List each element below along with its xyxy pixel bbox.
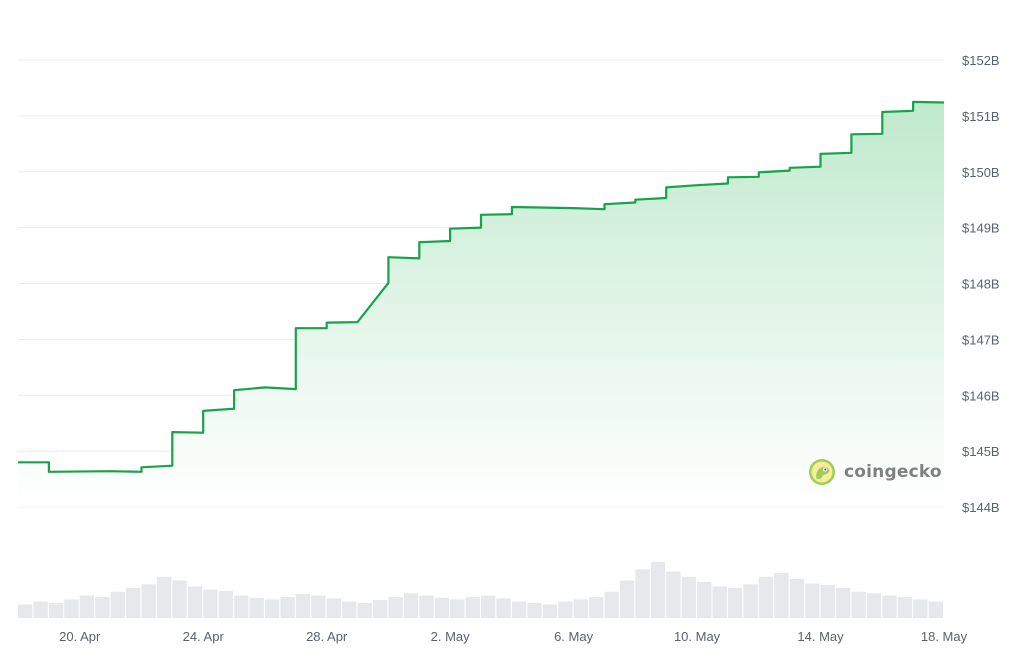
y-tick-label: $144B <box>962 500 1000 515</box>
y-tick-label: $152B <box>962 53 1000 68</box>
volume-bar <box>48 603 64 618</box>
x-tick-label: 10. May <box>674 629 721 644</box>
volume-bar <box>264 599 280 619</box>
volume-bar <box>820 585 835 618</box>
volume-bar <box>465 597 480 618</box>
volume-bar <box>789 579 805 618</box>
volume-bar <box>450 599 465 619</box>
volume-bar <box>18 604 33 618</box>
x-tick-label: 2. May <box>431 629 471 644</box>
volume-bar <box>110 591 125 619</box>
volume-bar <box>511 601 527 618</box>
volume-bar <box>589 597 604 618</box>
volume-bar <box>434 597 450 619</box>
watermark: coingecko <box>808 458 942 486</box>
volume-bar <box>172 580 187 618</box>
x-tick-label: 14. May <box>797 629 844 644</box>
volume-bar <box>697 582 712 618</box>
x-tick-label: 24. Apr <box>183 629 225 644</box>
volume-bar <box>156 576 172 619</box>
volume-bar <box>743 584 758 619</box>
volume-bar <box>234 595 249 618</box>
volume-bar <box>542 604 558 618</box>
volume-bar <box>280 597 295 618</box>
volume-bar <box>64 599 79 619</box>
volume-bar <box>403 593 419 619</box>
volume-bar <box>218 591 233 618</box>
x-tick-label: 28. Apr <box>306 629 348 644</box>
volume-bar <box>126 588 141 618</box>
volume-bar <box>681 576 696 619</box>
volume-bar <box>558 601 573 618</box>
volume-bar <box>481 595 496 618</box>
volume-bar <box>882 595 897 618</box>
area-fill <box>18 101 944 508</box>
volume-bar <box>249 597 264 619</box>
volume-bar <box>187 586 203 618</box>
volume-bar <box>79 595 95 618</box>
volume-bar <box>604 591 619 619</box>
gecko-logo-icon <box>809 459 835 485</box>
volume-bar <box>33 601 48 618</box>
volume-bar <box>373 600 388 618</box>
volume-bar <box>419 595 434 618</box>
y-tick-label: $149B <box>962 221 1000 236</box>
y-tick-label: $148B <box>962 277 1000 292</box>
x-axis-labels: 20. Apr 24. Apr 28. Apr 2. May 6. May 10. May… <box>59 629 967 644</box>
volume-bar <box>650 561 666 619</box>
volume-bar <box>95 597 110 618</box>
volume-bar <box>388 597 403 618</box>
y-tick-label: $150B <box>962 165 1000 180</box>
volume-bar <box>326 598 342 618</box>
volume-bars <box>18 561 943 619</box>
volume-bar <box>203 589 218 618</box>
volume-bar <box>666 571 681 618</box>
x-tick-label: 20. Apr <box>59 629 101 644</box>
volume-bar <box>727 588 743 618</box>
y-tick-label: $147B <box>962 332 1000 347</box>
volume-bar <box>141 584 156 619</box>
volume-bar <box>496 598 511 618</box>
y-axis-labels: $144B $145B $146B $147B $148B $149B $150B $151B… <box>962 53 1000 515</box>
volume-bar <box>836 588 851 618</box>
y-tick-label: $146B <box>962 388 1000 403</box>
volume-bar <box>295 594 311 618</box>
volume-bar <box>913 599 928 619</box>
x-tick-label: 18. May <box>921 629 968 644</box>
volume-bar <box>635 569 650 619</box>
volume-bar <box>758 576 774 619</box>
volume-bar <box>712 586 727 618</box>
brand-name: coingecko <box>844 462 942 482</box>
volume-bar <box>866 593 882 619</box>
volume-bar <box>311 595 326 618</box>
volume-bar <box>619 580 635 618</box>
volume-bar <box>527 603 542 618</box>
y-tick-label: $151B <box>962 109 1000 124</box>
x-tick-label: 6. May <box>554 629 594 644</box>
volume-bar <box>357 603 372 618</box>
volume-bar <box>897 597 913 618</box>
volume-bar <box>342 601 357 618</box>
volume-bar <box>851 591 866 619</box>
series-line[interactable] <box>18 100 945 473</box>
volume-bar <box>928 601 943 618</box>
y-tick-label: $145B <box>962 444 1000 459</box>
volume-bar <box>573 599 588 619</box>
volume-bar <box>774 573 789 618</box>
volume-bar <box>805 583 820 618</box>
